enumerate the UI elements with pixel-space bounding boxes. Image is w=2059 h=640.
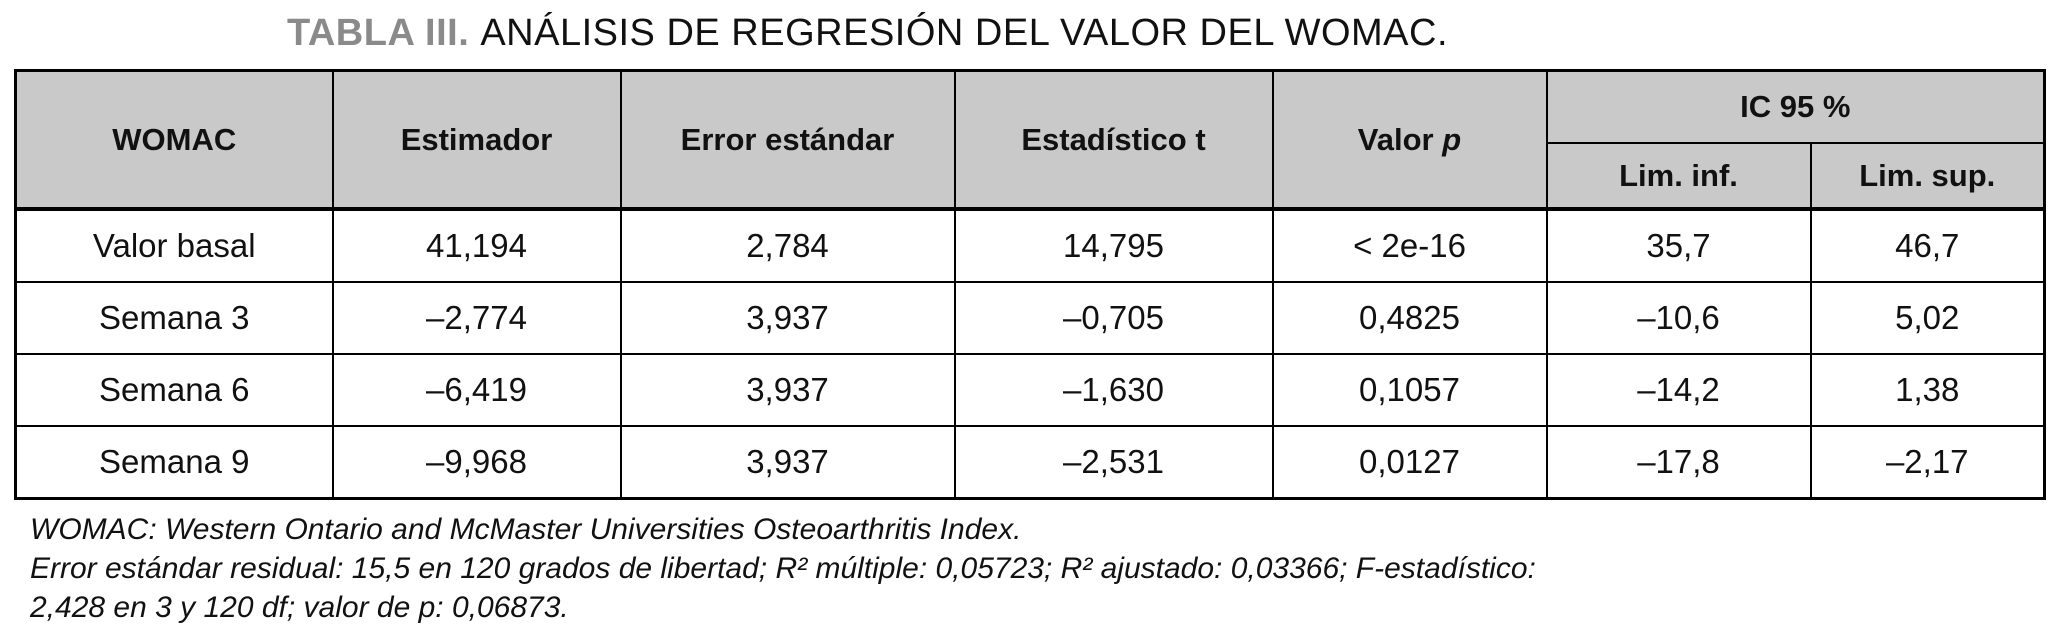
- cell-error-estandar: 3,937: [619, 353, 956, 427]
- cell-error-estandar: 3,937: [619, 281, 956, 355]
- col-header-error-estandar: Error estándar: [619, 69, 956, 210]
- cell-estadistico-t: –1,630: [953, 353, 1274, 427]
- row-label: Valor basal: [14, 208, 334, 283]
- cell-lim-sup: –2,17: [1809, 425, 2046, 500]
- col-header-ic95: IC 95 %: [1545, 69, 2046, 144]
- cell-valor-p: 0,4825: [1271, 281, 1548, 355]
- cell-valor-p: 0,1057: [1271, 353, 1548, 427]
- cell-estadistico-t: –0,705: [953, 281, 1274, 355]
- footnote-womac-definition: WOMAC: Western Ontario and McMaster Univ…: [30, 513, 1022, 546]
- footnote-model-stats-line2: 2,428 en 3 y 120 df; valor de p: 0,06873…: [30, 591, 569, 624]
- col-header-estadistico-t: Estadístico t: [953, 69, 1274, 210]
- valor-p-symbol: p: [1442, 121, 1462, 157]
- footnote-model-stats-line1: Error estándar residual: 15,5 en 120 gra…: [30, 552, 1536, 585]
- cell-lim-sup: 46,7: [1809, 208, 2046, 283]
- table-row-semana-6: Semana 6 –6,419 3,937 –1,630 0,1057 –14,…: [14, 353, 2046, 427]
- col-header-estimador: Estimador: [331, 69, 622, 210]
- col-header-lim-sup: Lim. sup.: [1809, 142, 2046, 210]
- cell-estimador: –9,968: [331, 425, 622, 500]
- row-label: Semana 3: [14, 281, 334, 355]
- col-header-valor-p: Valor p: [1271, 69, 1548, 210]
- cell-lim-inf: –17,8: [1545, 425, 1812, 500]
- row-label: Semana 6: [14, 353, 334, 427]
- valor-p-label: Valor: [1357, 121, 1434, 157]
- table-row-valor-basal: Valor basal 41,194 2,784 14,795 < 2e-16 …: [14, 208, 2046, 283]
- cell-lim-sup: 5,02: [1809, 281, 2046, 355]
- cell-estimador: 41,194: [331, 208, 622, 283]
- table-title-number: TABLA III.: [286, 12, 470, 54]
- cell-estimador: –2,774: [331, 281, 622, 355]
- cell-valor-p: < 2e-16: [1271, 208, 1548, 283]
- cell-lim-inf: –10,6: [1545, 281, 1812, 355]
- table-title-text: ANÁLISIS DE REGRESIÓN DEL VALOR DEL WOMA…: [480, 12, 1449, 54]
- cell-error-estandar: 3,937: [619, 425, 956, 500]
- cell-lim-inf: 35,7: [1545, 208, 1812, 283]
- table-title: TABLA III. ANÁLISIS DE REGRESIÓN DEL VAL…: [0, 0, 1735, 55]
- cell-estimador: –6,419: [331, 353, 622, 427]
- table-row-semana-3: Semana 3 –2,774 3,937 –0,705 0,4825 –10,…: [14, 281, 2046, 355]
- table-row-semana-9: Semana 9 –9,968 3,937 –2,531 0,0127 –17,…: [14, 425, 2046, 500]
- cell-estadistico-t: –2,531: [953, 425, 1274, 500]
- cell-error-estandar: 2,784: [619, 208, 956, 283]
- cell-valor-p: 0,0127: [1271, 425, 1548, 500]
- cell-lim-sup: 1,38: [1809, 353, 2046, 427]
- table-footnotes: WOMAC: Western Ontario and McMaster Univ…: [30, 510, 2059, 627]
- col-header-lim-inf: Lim. inf.: [1545, 142, 1812, 210]
- regression-table: WOMAC Estimador Error estándar Estadísti…: [14, 69, 2046, 500]
- cell-estadistico-t: 14,795: [953, 208, 1274, 283]
- row-label: Semana 9: [14, 425, 334, 500]
- cell-lim-inf: –14,2: [1545, 353, 1812, 427]
- col-header-womac: WOMAC: [14, 69, 334, 210]
